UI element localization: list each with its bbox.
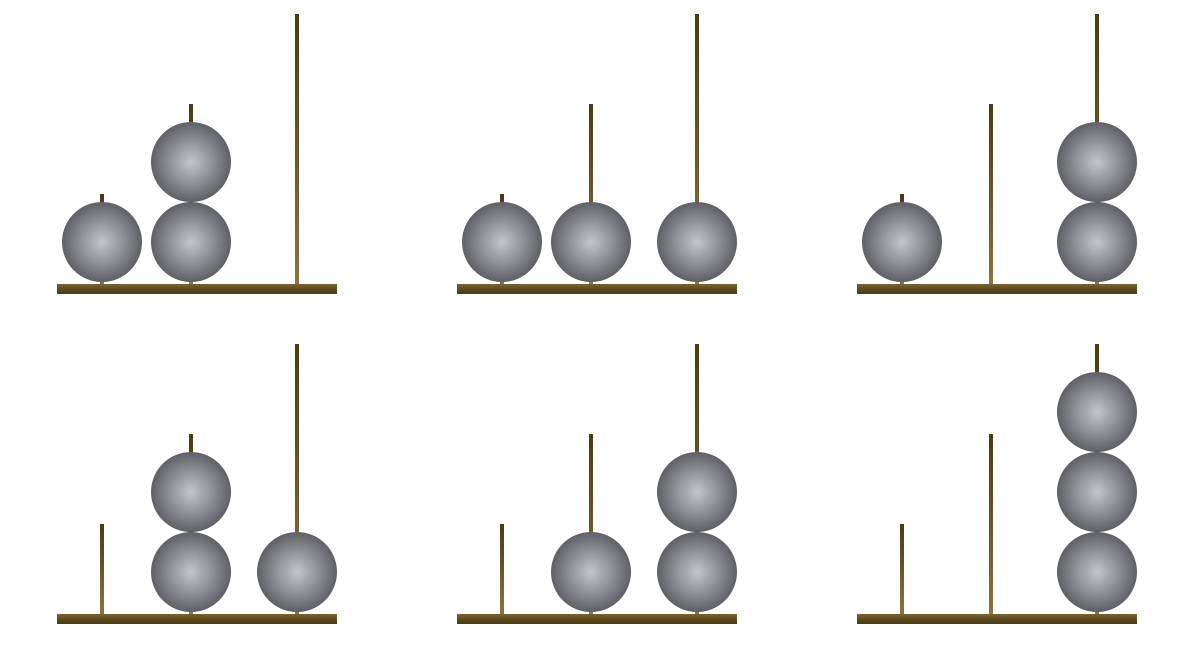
base-bar: [857, 284, 1137, 294]
ball: [551, 532, 631, 612]
panel-5: [457, 344, 737, 624]
rod: [989, 104, 993, 284]
rod: [100, 524, 104, 614]
ball: [462, 202, 542, 282]
rod: [989, 434, 993, 614]
rod: [695, 14, 699, 284]
ball: [62, 202, 142, 282]
ball: [1057, 202, 1137, 282]
base-bar: [857, 614, 1137, 624]
ball: [151, 202, 231, 282]
ball: [657, 452, 737, 532]
ball: [551, 202, 631, 282]
ball: [151, 122, 231, 202]
panel-4: [57, 344, 337, 624]
rod: [589, 434, 593, 614]
ball: [1057, 122, 1137, 202]
ball: [257, 532, 337, 612]
panel-2: [457, 14, 737, 294]
rod: [900, 524, 904, 614]
base-bar: [57, 614, 337, 624]
panel-6: [857, 344, 1137, 624]
base-bar: [57, 284, 337, 294]
rod: [589, 104, 593, 284]
ball: [657, 202, 737, 282]
ball: [151, 452, 231, 532]
ball: [657, 532, 737, 612]
base-bar: [457, 284, 737, 294]
ball: [151, 532, 231, 612]
rod: [295, 344, 299, 614]
rod: [500, 524, 504, 614]
base-bar: [457, 614, 737, 624]
ball: [862, 202, 942, 282]
ball: [1057, 452, 1137, 532]
rod: [295, 14, 299, 284]
ball: [1057, 372, 1137, 452]
panel-3: [857, 14, 1137, 294]
panel-1: [57, 14, 337, 294]
ball: [1057, 532, 1137, 612]
